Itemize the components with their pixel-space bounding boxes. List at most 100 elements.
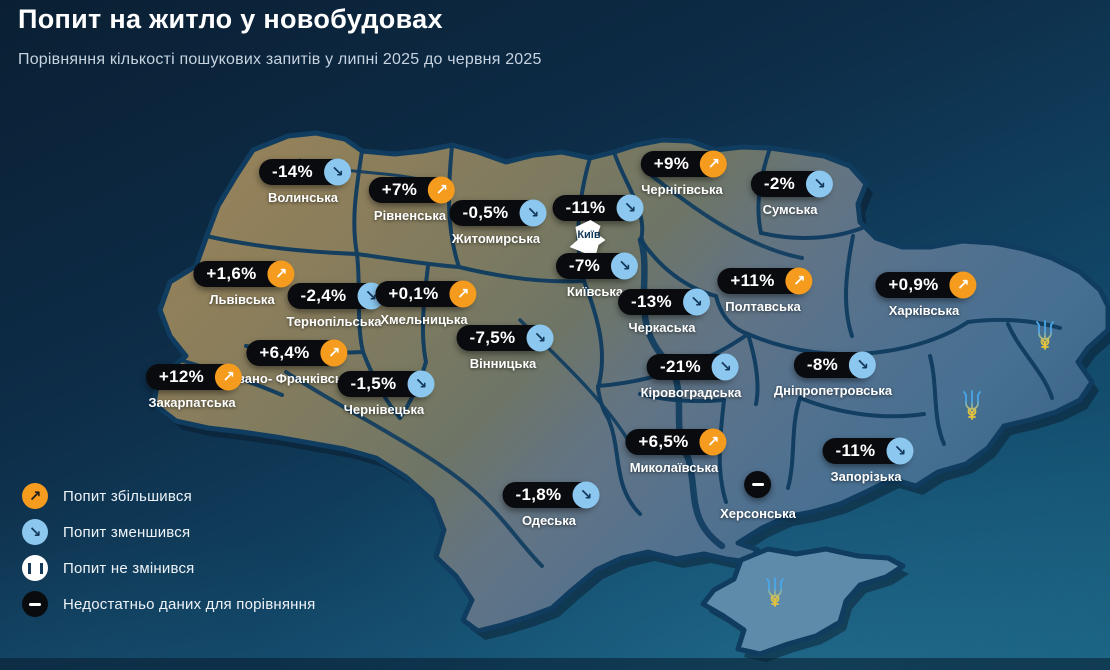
trend-up-icon: ↗ (785, 267, 813, 295)
region-pill: -1,8% ↘ (502, 481, 600, 509)
region-pill: -8% ↘ (793, 351, 877, 379)
trend-down-icon: ↘ (849, 351, 877, 379)
region-label: Сумська (762, 202, 818, 217)
region-pill: -11% ↘ (822, 437, 914, 465)
arrow-up-right-glyph: ↗ (435, 180, 448, 199)
region-value: -2,4% (300, 286, 347, 305)
region-label: Рівненська (373, 208, 447, 223)
arrow-down-right-glyph: ↘ (690, 292, 703, 311)
arrow-up-right-glyph: ↗ (956, 275, 970, 294)
region-value: -11% (835, 441, 876, 460)
region-marker: Херсонська (720, 471, 796, 521)
arrow-down-right-glyph: ↘ (28, 522, 42, 541)
region-marker: +6,5% ↗ Миколаївська (625, 428, 727, 475)
region-pill: -1,5% ↘ (337, 370, 435, 398)
trend-down-icon: ↘ (323, 158, 351, 186)
legend-pause-icon (22, 555, 48, 581)
region-pill: +11% ↗ (717, 267, 813, 295)
trend-up-icon: ↗ (215, 363, 243, 391)
region-marker: -2,4% ↘ Тернопільська (286, 282, 385, 329)
region-label: Кіровоградська (640, 385, 742, 400)
region-value: -13% (631, 292, 672, 311)
page-subtitle: Порівняння кількості пошукових запитів у… (18, 51, 542, 68)
trend-down-icon: ↘ (682, 288, 710, 316)
region-pill: +9% ↗ (640, 150, 728, 178)
legend-item: ↗ Попит збільшився (22, 483, 315, 509)
arrow-down-right-glyph: ↘ (618, 256, 631, 275)
region-pill: -2,4% ↘ (287, 282, 385, 310)
region-value: -0,5% (462, 203, 509, 222)
region-marker: +12% ↗ Закарпатська (145, 363, 243, 410)
region-marker: -1,5% ↘ Чернівецька (337, 370, 435, 417)
region-label: Херсонська (720, 506, 796, 521)
arrow-down-right-glyph: ↘ (533, 328, 547, 347)
trend-up-icon: ↗ (428, 176, 456, 204)
trend-up-icon: ↗ (949, 271, 977, 299)
region-label: Черкаська (628, 320, 696, 335)
region-marker: -0,5% ↘ Житомирська (449, 199, 547, 246)
region-label: Волинська (267, 190, 339, 205)
region-label: Хмельницька (380, 312, 468, 327)
arrow-down-right-glyph: ↘ (813, 174, 826, 193)
arrow-down-right-glyph: ↘ (893, 441, 907, 460)
bottom-bar (0, 658, 1110, 670)
arrow-down-right-glyph: ↘ (364, 286, 378, 305)
region-pill: +7% ↗ (368, 176, 456, 204)
region-label: Чернігівська (641, 182, 723, 197)
arrow-down-right-glyph: ↘ (526, 203, 540, 222)
region-marker: +1,6% ↗ Львівська (193, 260, 295, 307)
region-marker: -7,5% ↘ Вінницька (456, 324, 554, 371)
region-label: Тернопільська (286, 314, 382, 329)
trend-up-icon: ↗ (449, 280, 477, 308)
trend-down-icon: ↘ (886, 437, 914, 465)
trend-down-icon: ↘ (611, 252, 639, 280)
arrow-up-right-glyph: ↗ (706, 432, 720, 451)
region-marker: +7% ↗ Рівненська (368, 176, 456, 223)
region-label: Івано- Франківська (233, 371, 357, 386)
trend-up-icon: ↗ (700, 150, 728, 178)
trend-down-icon: ↘ (519, 199, 547, 227)
region-value: -11% (565, 198, 606, 217)
region-pill: +12% ↗ (145, 363, 243, 391)
header: Попит на житло у новобудовах Порівняння … (18, 4, 542, 69)
region-value: +12% (158, 367, 205, 386)
region-marker: -1,8% ↘ Одеська (502, 481, 600, 528)
arrow-down-right-glyph: ↘ (856, 355, 869, 374)
arrow-up-right-glyph: ↗ (456, 284, 470, 303)
region-marker: +6,4% ↗ Івано- Франківська (233, 339, 357, 386)
region-pill: +6,4% ↗ (246, 339, 348, 367)
trend-up-icon: ↗ (320, 339, 348, 367)
arrow-up-right-glyph: ↗ (28, 486, 42, 505)
region-label: Миколаївська (629, 460, 719, 475)
trend-down-icon: ↘ (711, 353, 739, 381)
arrow-up-right-glyph: ↗ (792, 271, 806, 290)
kyiv-city-label: Київ (577, 229, 601, 241)
region-marker: -7% ↘ Київська (555, 252, 639, 299)
region-value: -7,5% (469, 328, 516, 347)
trend-down-icon: ↘ (407, 370, 435, 398)
region-label: Запорізька (830, 469, 902, 484)
region-marker: +0,1% ↗ Хмельницька (375, 280, 477, 327)
region-label: Житомирська (451, 231, 541, 246)
region-value: +11% (730, 271, 775, 290)
region-label: Львівська (209, 292, 275, 307)
trend-down-icon: ↘ (616, 194, 644, 222)
no-data-icon (744, 471, 772, 498)
page-title: Попит на житло у новобудовах (18, 4, 443, 34)
kyiv-city-shape: Київ (560, 218, 618, 275)
legend-item: Попит не змінився (22, 555, 315, 581)
region-value: +9% (653, 154, 690, 173)
minus-glyph (751, 483, 764, 486)
region-pill: -14% ↘ (259, 158, 351, 186)
region-value: +1,6% (206, 264, 257, 283)
region-marker: -13% ↘ Черкаська (618, 288, 710, 335)
region-marker: +11% ↗ Полтавська (717, 267, 813, 314)
trend-down-icon: ↘ (572, 481, 600, 509)
legend-label: Попит збільшився (63, 487, 192, 505)
trend-up-icon: ↗ (267, 260, 295, 288)
region-marker: -21% ↘ Кіровоградська (640, 353, 742, 400)
region-label: Київська (566, 284, 624, 299)
arrow-up-right-glyph: ↗ (274, 264, 288, 283)
